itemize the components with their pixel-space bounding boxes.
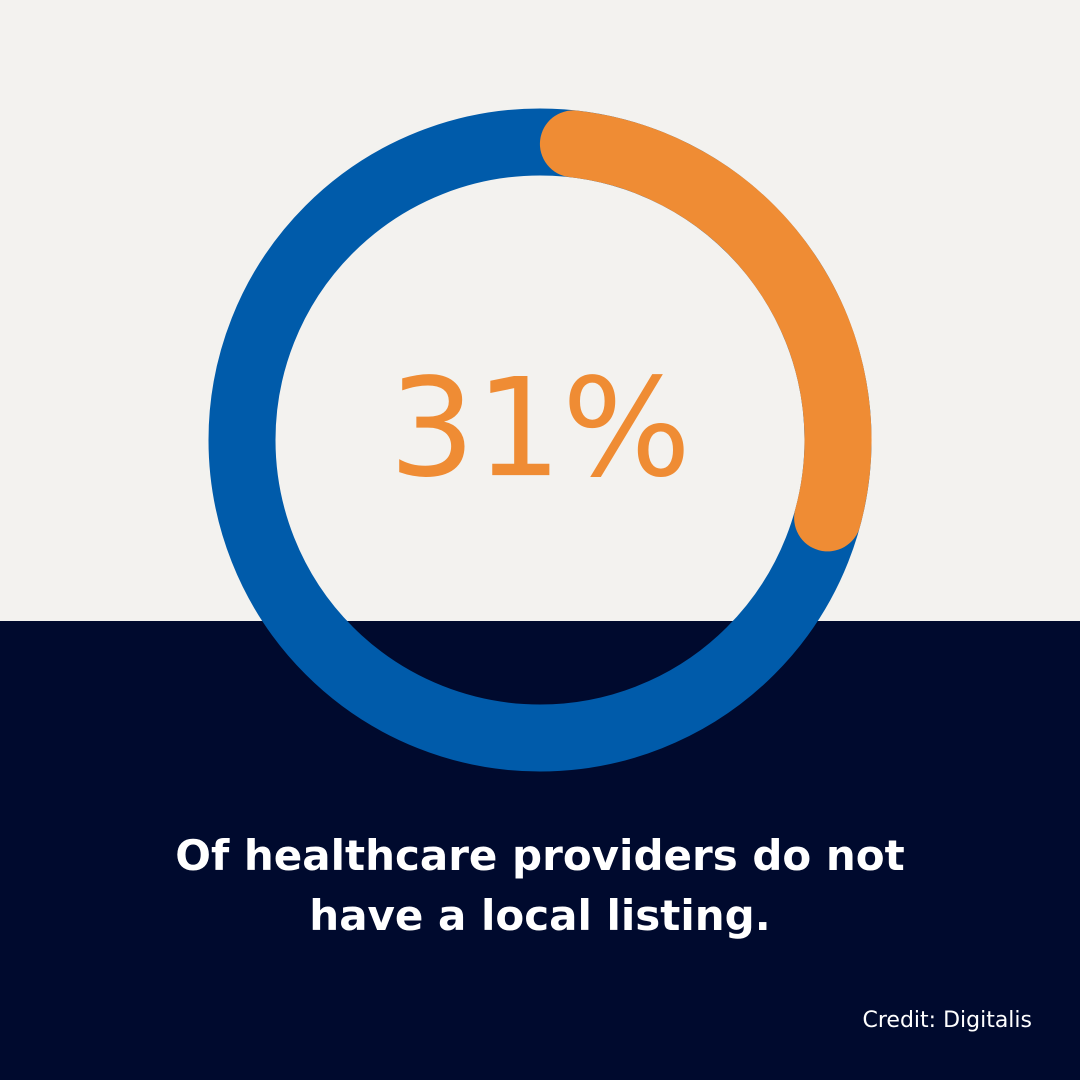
donut-arc (539, 110, 872, 552)
value-label: 31% (389, 350, 691, 508)
navy-background (0, 621, 1080, 1080)
paper-background (0, 0, 1080, 621)
caption: Of healthcare providers do not have a lo… (175, 831, 905, 940)
credit: Credit: Digitalis (862, 1008, 1033, 1033)
